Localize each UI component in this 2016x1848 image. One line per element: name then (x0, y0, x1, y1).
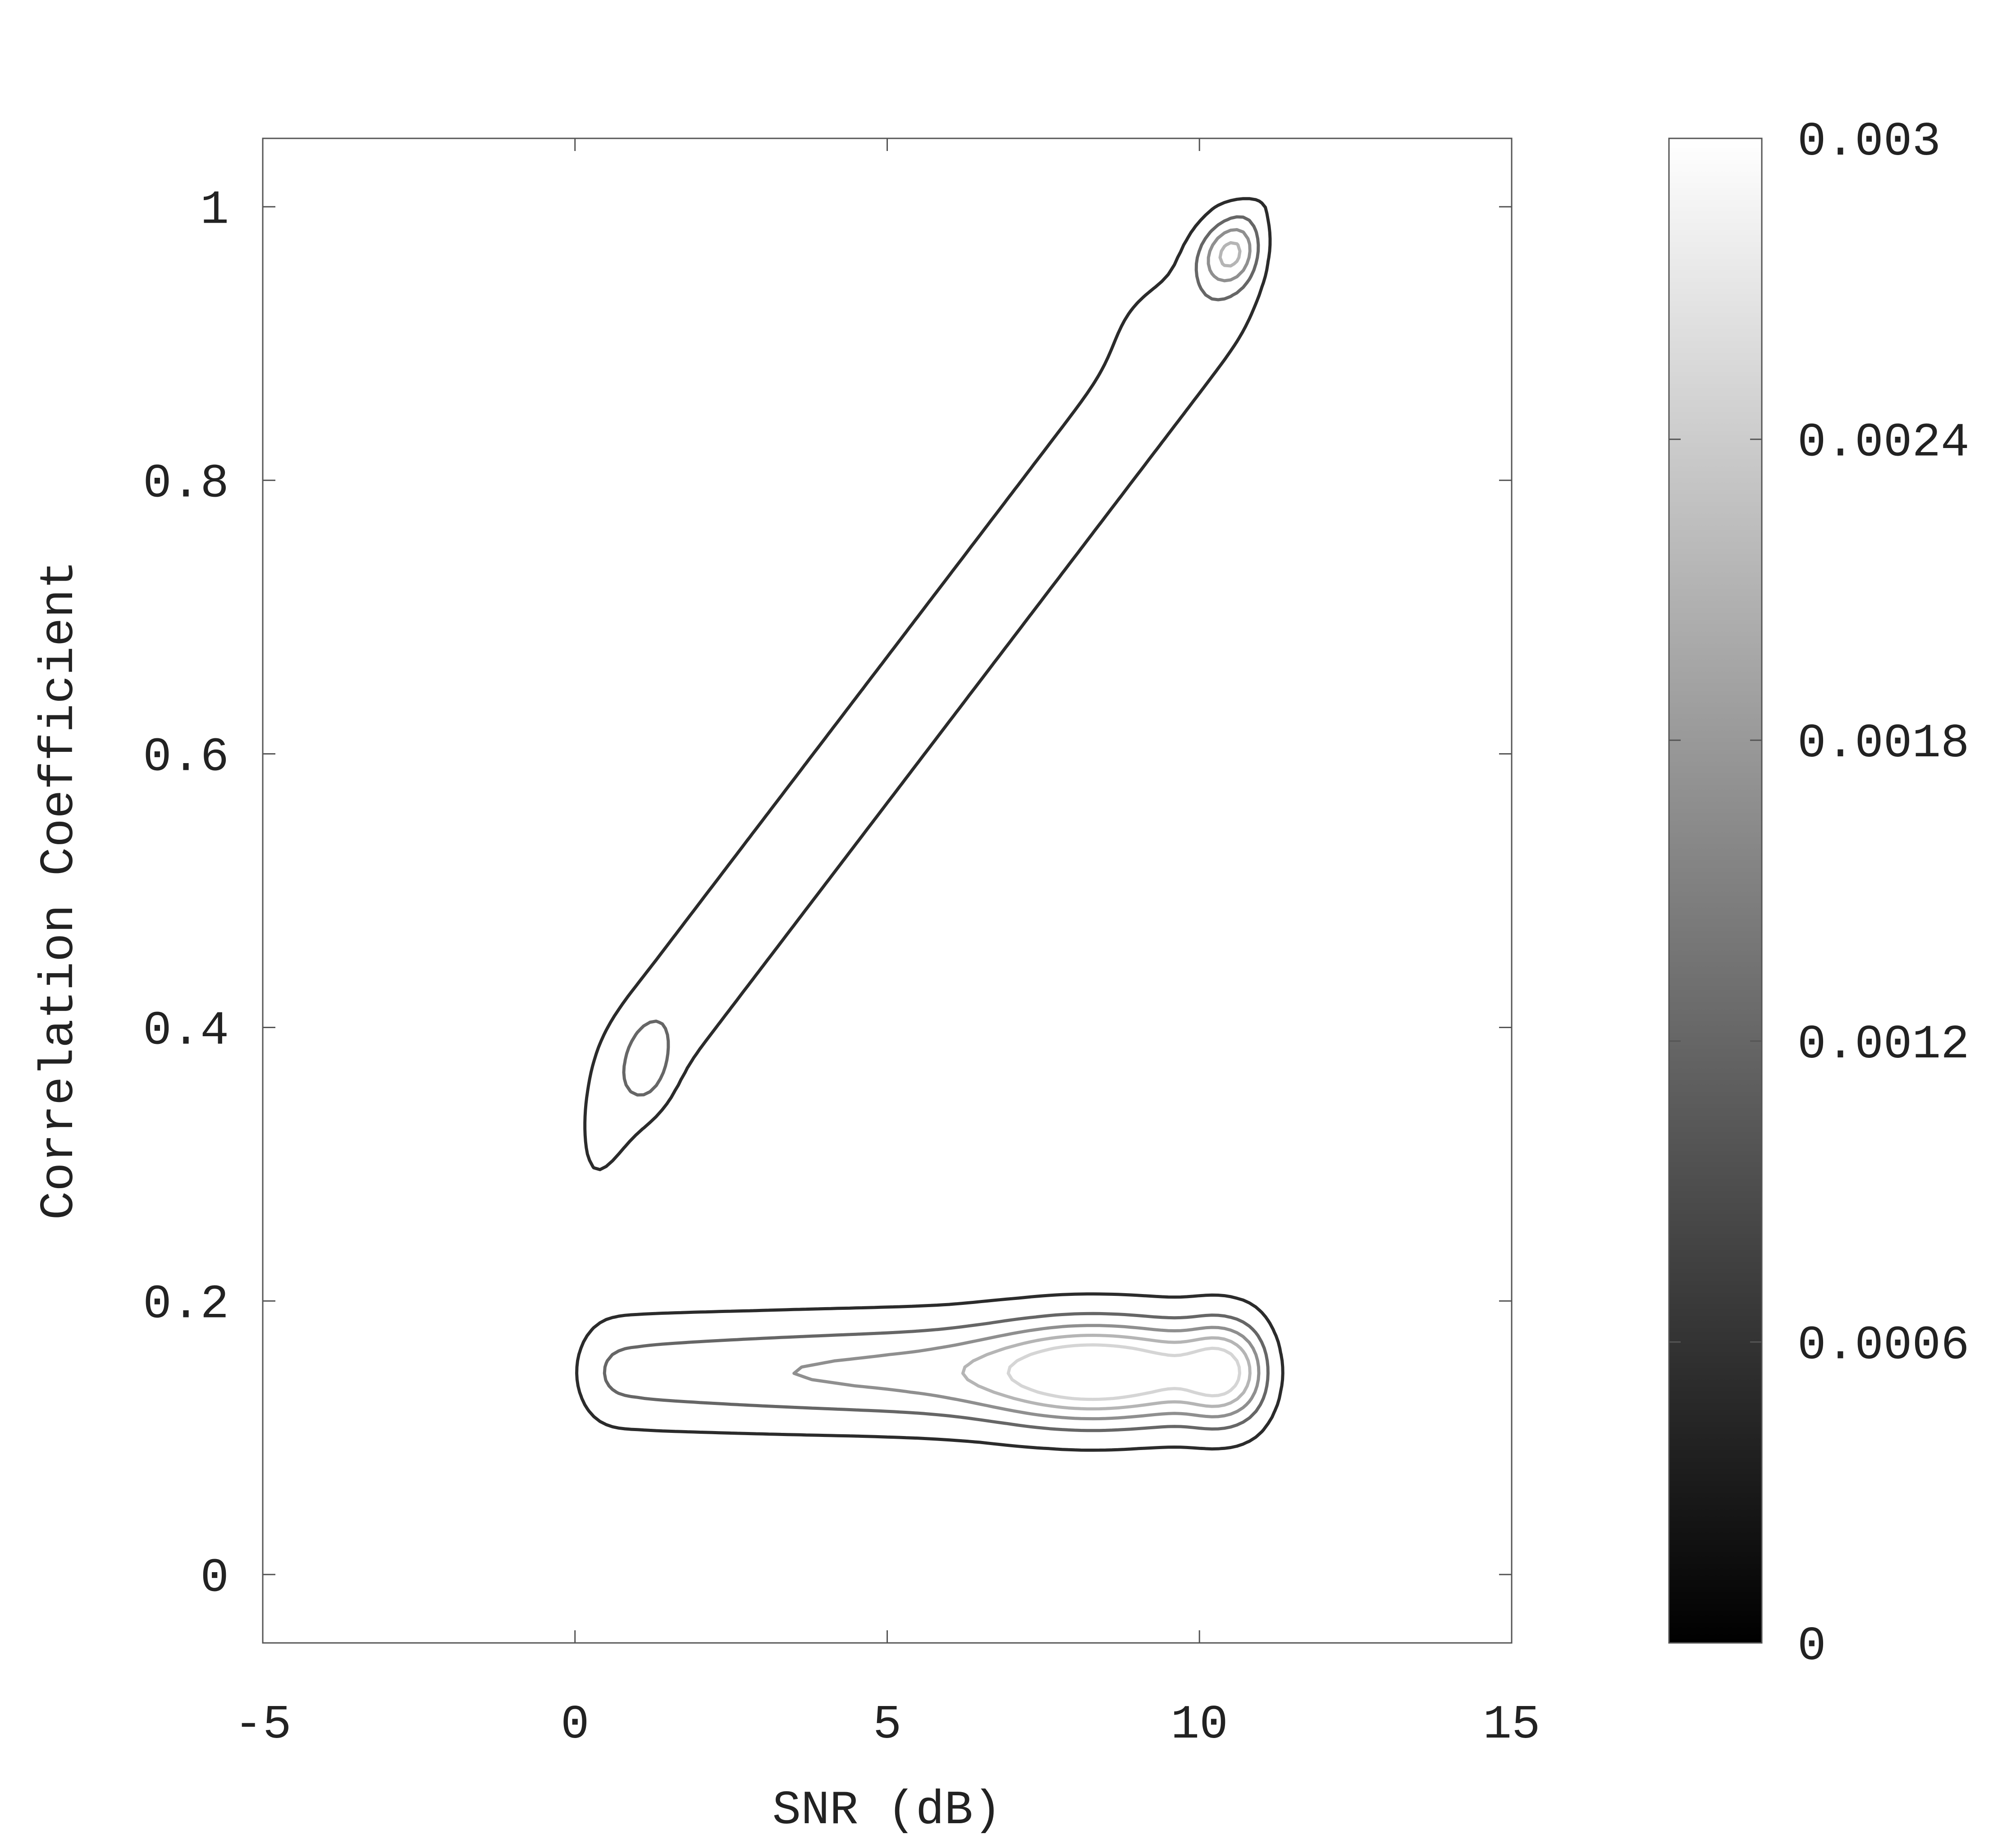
y-tick-label: 1 (200, 183, 229, 238)
plot-background (263, 138, 1512, 1643)
x-axis-ticks: -5 0 5 10 15 (234, 138, 1541, 1752)
colorbar-tick-label: 0.0024 (1797, 416, 1970, 470)
y-tick-label: 0.8 (143, 457, 229, 511)
x-tick-label: 10 (1171, 1698, 1228, 1752)
contour-level-2 (603, 215, 1270, 1432)
x-tick-label: 15 (1483, 1698, 1540, 1752)
colorbar-tick-label: 0.0018 (1797, 717, 1970, 771)
y-tick-label: 0.4 (143, 1004, 229, 1058)
colorbar-tick-label: 0 (1797, 1619, 1826, 1674)
x-axis-title: SNR (dB) (773, 1784, 1002, 1838)
colorbar-ticks: 0 0.0006 0.0012 0.0018 0.0024 0.003 (1669, 115, 1970, 1674)
y-tick-label: 0.2 (143, 1277, 229, 1331)
contour-lines (575, 197, 1285, 1452)
colorbar-tick-label: 0.0012 (1797, 1018, 1970, 1072)
y-tick-label: 0 (200, 1551, 229, 1605)
y-axis-title: Correlation Coefficient (32, 560, 87, 1220)
contour-level-3 (792, 228, 1261, 1421)
y-tick-label: 0.6 (143, 731, 229, 785)
x-tick-label: -5 (234, 1698, 291, 1752)
colorbar-tick-label: 0.0006 (1797, 1318, 1970, 1372)
x-tick-label: 0 (561, 1698, 590, 1752)
colorbar (1668, 137, 1763, 1644)
x-tick-label: 5 (873, 1698, 902, 1752)
contour-level-1 (575, 197, 1285, 1452)
contour-level-5 (1006, 1343, 1241, 1401)
contour-level-4 (961, 241, 1252, 1411)
y-axis-ticks: 0 0.2 0.4 0.6 0.8 1 (143, 183, 1512, 1605)
colorbar-tick-label: 0.003 (1797, 115, 1941, 169)
